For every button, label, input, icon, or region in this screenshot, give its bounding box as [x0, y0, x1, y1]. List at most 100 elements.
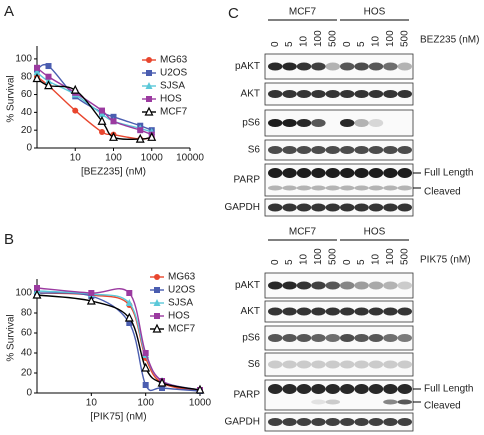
- y-tick-label: 40: [21, 348, 33, 359]
- blot-band: [383, 203, 398, 212]
- blot-band: [296, 281, 312, 290]
- data-point: [124, 312, 134, 322]
- blot-band: [354, 281, 369, 290]
- legend-marker: [144, 106, 154, 116]
- blot-band: [311, 360, 326, 369]
- x-axis-label: [BEZ235] (nM): [81, 167, 146, 178]
- blot-band: [340, 360, 355, 369]
- blot-band: [368, 384, 384, 394]
- data-point: [98, 110, 106, 118]
- blot-band: [268, 281, 283, 290]
- row-label: AKT: [241, 306, 260, 317]
- series-line: [36, 294, 201, 391]
- row-label: S6: [248, 359, 261, 370]
- blot-band: [325, 62, 340, 71]
- data-point: [135, 133, 145, 143]
- series-line: [36, 71, 152, 133]
- blot-band: [397, 62, 412, 71]
- data-point: [110, 113, 117, 120]
- panel-label: A: [4, 3, 14, 20]
- dose-label: 100: [313, 30, 324, 47]
- data-point: [97, 115, 107, 125]
- treatment-label: PIK75 (nM): [420, 255, 471, 266]
- blot-band: [282, 360, 297, 369]
- blot-band: [296, 307, 312, 316]
- data-point: [126, 290, 133, 296]
- dose-label: 0: [342, 259, 353, 265]
- blot-band: [282, 307, 297, 316]
- blot-band: [311, 90, 326, 98]
- y-tick-label: 20: [21, 368, 33, 379]
- panel-label: B: [4, 231, 14, 248]
- y-tick-label: 60: [21, 328, 33, 339]
- blot-band: [383, 146, 398, 154]
- blot-band: [282, 281, 297, 290]
- y-tick-label: 20: [21, 125, 33, 136]
- blot-band: [325, 185, 340, 191]
- blot-band: [325, 418, 340, 426]
- row-label: pS6: [242, 118, 260, 129]
- blot-band: [296, 90, 312, 98]
- blot-band: [311, 384, 326, 394]
- blot-band: [368, 203, 384, 212]
- blot-band: [268, 146, 283, 154]
- blot-band: [354, 203, 369, 212]
- legend-marker: [146, 57, 152, 63]
- blot-band: [325, 307, 340, 316]
- legend-marker: [146, 96, 152, 102]
- blot-frame: [264, 352, 414, 377]
- dose-label: 5: [356, 259, 367, 265]
- x-tick-label: 100: [105, 153, 122, 164]
- blot-band: [311, 203, 326, 212]
- blot-band: [311, 62, 326, 71]
- blot-band: [268, 90, 283, 98]
- legend-label: MG63: [160, 55, 188, 66]
- legend-marker: [154, 274, 160, 280]
- blot-band: [311, 119, 326, 127]
- blot-band: [296, 203, 312, 212]
- series-line: [36, 67, 153, 136]
- y-tick-label: 40: [21, 107, 33, 118]
- blot-band: [397, 418, 412, 426]
- blot-band: [296, 146, 312, 154]
- dose-label: 10: [371, 253, 382, 265]
- data-point: [98, 128, 105, 135]
- blot-band: [268, 418, 283, 426]
- parp-label: Full Length: [424, 384, 473, 395]
- blot-band: [383, 418, 398, 426]
- blot-band: [354, 119, 369, 127]
- blot-band: [383, 399, 398, 405]
- data-point: [125, 299, 133, 306]
- blot-band: [311, 281, 326, 290]
- legend-marker: [154, 313, 160, 319]
- blot-band: [282, 384, 297, 394]
- blot-band: [296, 360, 312, 369]
- data-point: [72, 107, 79, 114]
- y-tick-label: 0: [26, 388, 32, 399]
- blot-band: [296, 62, 312, 71]
- data-point: [88, 290, 95, 296]
- blot-band: [368, 185, 384, 191]
- blot-band: [354, 384, 369, 394]
- blot-band: [397, 203, 412, 212]
- blot-band: [268, 307, 283, 316]
- blot-band: [383, 307, 398, 316]
- legend-label: MCF7: [168, 324, 196, 335]
- blot-band: [268, 334, 283, 342]
- dose-label: 0: [270, 259, 281, 265]
- legend-marker: [153, 299, 161, 306]
- blot-band: [325, 334, 340, 342]
- dose-label: 100: [385, 248, 396, 265]
- blot-band: [268, 62, 283, 71]
- blot-band: [397, 307, 412, 316]
- blot-band: [340, 281, 355, 290]
- blot-band: [311, 334, 326, 342]
- blot-band: [325, 146, 340, 154]
- legend-label: MG63: [168, 272, 196, 283]
- data-point: [142, 382, 149, 388]
- blot-band: [311, 399, 326, 405]
- dose-label: 10: [299, 35, 310, 47]
- blot-band: [340, 146, 355, 154]
- data-point: [34, 64, 40, 71]
